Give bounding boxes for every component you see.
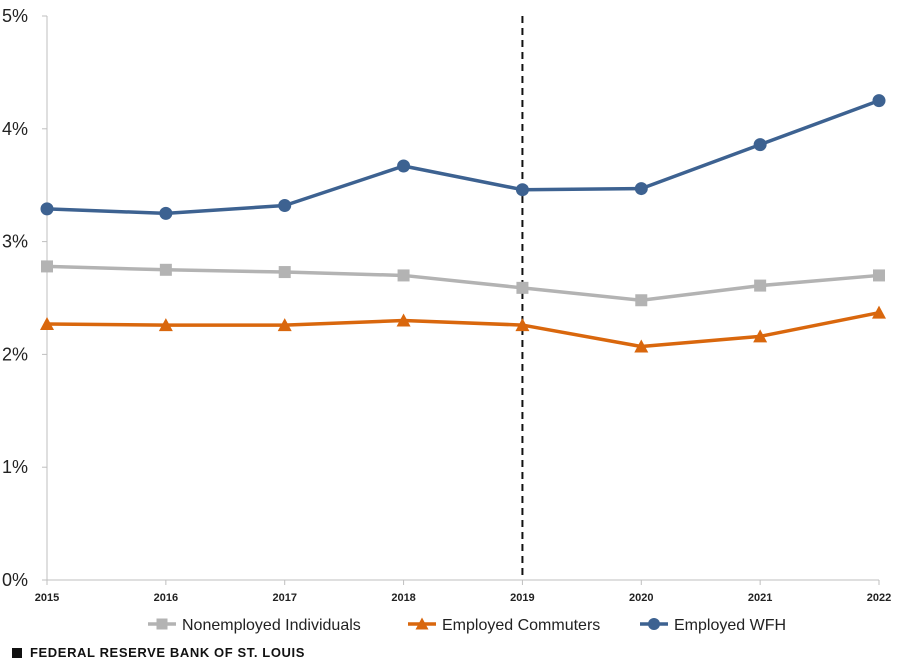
data-point-square (278, 266, 291, 279)
data-point-circle (159, 206, 173, 220)
y-tick-label: 4% (2, 119, 28, 139)
x-tick-label: 2021 (748, 592, 772, 604)
series-line (46, 98, 880, 216)
data-point-circle (40, 202, 54, 216)
legend-label: Employed Commuters (442, 617, 600, 634)
data-point-triangle (872, 305, 886, 319)
legend-label: Nonemployed Individuals (182, 617, 361, 634)
legend-marker-circle (648, 618, 660, 630)
data-point-triangle (515, 318, 530, 332)
data-point-circle (872, 94, 886, 108)
x-tick-label: 2016 (154, 592, 178, 604)
footer-source-text: FEDERAL RESERVE BANK OF ST. LOUIS (30, 645, 306, 660)
data-point-square (159, 263, 172, 276)
series-line (46, 264, 880, 303)
data-point-square (873, 269, 885, 282)
chart-axes (42, 15, 880, 585)
x-tick-label: 2018 (391, 592, 415, 604)
tick-labels: 0% 1% 2% 3% 4% 5% 2015 2016 2017 2018 2019 2020 2021… (2, 6, 891, 604)
legend-entry: Employed WFH (640, 617, 786, 634)
y-tick-label: 5% (2, 6, 28, 26)
data-point-circle (634, 182, 648, 196)
series-employed-commuters (40, 305, 886, 353)
legend-label: Employed WFH (674, 617, 786, 634)
footer-square-icon (12, 647, 22, 658)
x-tick-label: 2017 (272, 592, 296, 604)
y-tick-label: 2% (2, 344, 28, 364)
footer-source: FEDERAL RESERVE BANK OF ST. LOUIS (12, 645, 305, 660)
data-point-square (397, 269, 410, 282)
data-point-square (635, 294, 648, 307)
line-chart: 0% 1% 2% 3% 4% 5% 2015 2016 2017 2018 2019 2020 2021… (2, 6, 891, 634)
legend-entry: Employed Commuters (408, 617, 600, 634)
y-tick-label: 0% (2, 570, 28, 590)
data-point-square (754, 279, 767, 292)
legend-marker-square (156, 618, 168, 630)
data-point-circle (278, 199, 292, 213)
x-tick-label: 2019 (510, 592, 534, 604)
x-tick-label: 2022 (867, 592, 891, 604)
data-point-triangle (158, 318, 173, 332)
x-tick-label: 2015 (35, 592, 59, 604)
data-point-triangle (277, 318, 292, 332)
series-group (40, 94, 886, 353)
data-point-square (516, 281, 529, 294)
y-tick-label: 1% (2, 457, 28, 477)
data-point-triangle (753, 329, 768, 343)
legend-marker-triangle (415, 617, 429, 630)
series-line (46, 310, 880, 349)
x-tick-label: 2020 (629, 592, 653, 604)
series-nonemployed-individuals (41, 260, 885, 307)
data-point-triangle (396, 313, 411, 327)
series-employed-wfh (40, 94, 886, 220)
y-tick-label: 3% (2, 232, 28, 252)
data-point-circle (397, 159, 411, 173)
data-point-circle (515, 183, 529, 197)
data-point-circle (753, 138, 767, 152)
legend-entry: Nonemployed Individuals (148, 617, 361, 634)
data-point-triangle (40, 316, 54, 330)
data-point-square (41, 260, 53, 273)
data-point-triangle (634, 339, 649, 353)
legend: Nonemployed Individuals Employed Commuter… (148, 617, 786, 634)
